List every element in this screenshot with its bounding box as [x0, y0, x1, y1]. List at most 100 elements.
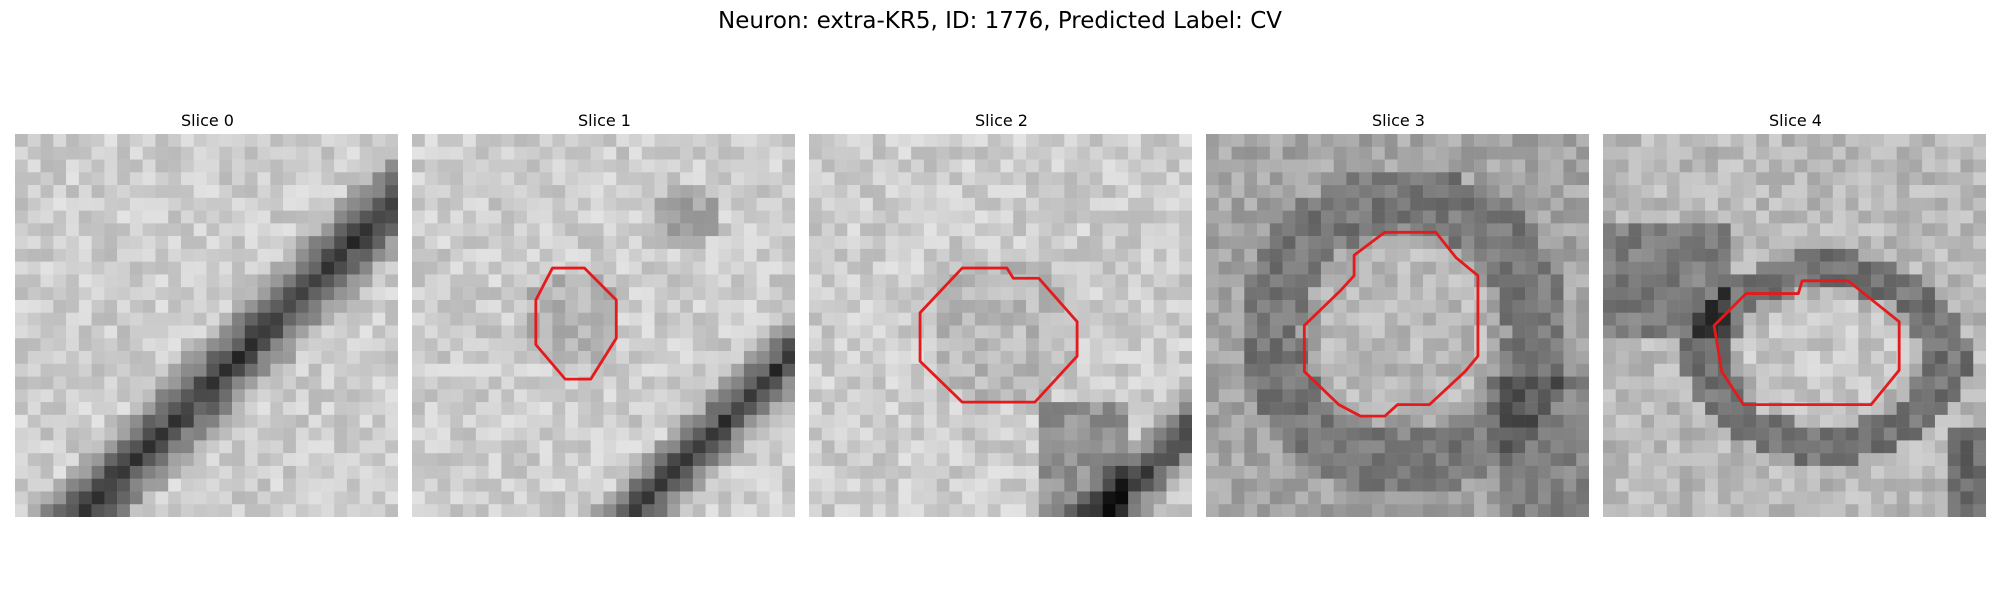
pixel: [1666, 287, 1680, 301]
pixel: [1128, 440, 1142, 454]
pixel: [1000, 414, 1014, 428]
pixel: [129, 134, 143, 148]
pixel: [1051, 185, 1065, 199]
pixel: [590, 236, 604, 250]
pixel: [385, 504, 398, 517]
pixel: [1576, 197, 1589, 211]
pixel: [962, 185, 976, 199]
pixel: [911, 389, 925, 403]
pixel: [1423, 478, 1437, 492]
pixel: [552, 465, 566, 479]
pixel: [641, 248, 655, 262]
pixel: [1947, 287, 1961, 301]
pixel: [232, 197, 246, 211]
pixel: [1705, 376, 1719, 390]
pixel: [385, 427, 398, 441]
pixel: [270, 185, 284, 199]
pixel: [1257, 363, 1271, 377]
pixel: [78, 197, 92, 211]
pixel: [463, 402, 477, 416]
pixel: [1038, 159, 1052, 173]
pixel: [27, 274, 41, 288]
pixel: [1807, 159, 1821, 173]
pixel: [40, 325, 54, 339]
pixel: [1064, 402, 1078, 416]
pixel: [1282, 274, 1296, 288]
pixel: [117, 299, 131, 313]
pixel: [270, 402, 284, 416]
pixel: [1026, 427, 1040, 441]
pixel: [616, 351, 630, 365]
pixel: [475, 197, 489, 211]
pixel: [15, 478, 29, 492]
pixel: [860, 210, 874, 224]
pixel: [1102, 453, 1116, 467]
pixel: [1603, 491, 1617, 505]
pixel: [1166, 210, 1180, 224]
pixel: [1346, 376, 1360, 390]
pixel: [911, 363, 925, 377]
pixel: [66, 299, 80, 313]
pixel: [463, 478, 477, 492]
pixel: [1077, 172, 1091, 186]
pixel: [705, 478, 719, 492]
pixel: [283, 402, 297, 416]
pixel: [590, 504, 604, 517]
pixel: [1909, 402, 1923, 416]
pixel: [193, 325, 207, 339]
pixel: [1089, 376, 1103, 390]
pixel: [1410, 427, 1424, 441]
pixel: [1371, 299, 1385, 313]
pixel: [809, 159, 823, 173]
pixel: [974, 159, 988, 173]
pixel: [756, 172, 770, 186]
pixel: [667, 363, 681, 377]
pixel: [1384, 287, 1398, 301]
pixel: [1666, 351, 1680, 365]
pixel: [577, 223, 591, 237]
pixel: [1730, 376, 1744, 390]
pixel: [667, 325, 681, 339]
pixel: [1115, 504, 1129, 517]
pixel: [168, 465, 182, 479]
pixel: [769, 440, 783, 454]
pixel: [1512, 414, 1526, 428]
pixel: [1153, 325, 1167, 339]
pixel: [692, 248, 706, 262]
pixel: [987, 440, 1001, 454]
pixel: [1013, 274, 1027, 288]
pixel: [743, 402, 757, 416]
pixel: [1038, 134, 1052, 148]
pixel: [526, 210, 540, 224]
pixel: [1550, 261, 1564, 275]
pixel: [1359, 261, 1373, 275]
pixel: [283, 376, 297, 390]
pixel: [1743, 363, 1757, 377]
pixel: [1435, 440, 1449, 454]
pixel: [244, 299, 258, 313]
pixel: [66, 223, 80, 237]
pixel: [782, 465, 795, 479]
pixel: [1563, 414, 1577, 428]
pixel: [1679, 414, 1693, 428]
pixel: [1896, 248, 1910, 262]
pixel: [1486, 453, 1500, 467]
pixel: [1371, 453, 1385, 467]
pixel: [142, 197, 156, 211]
pixel: [654, 325, 668, 339]
pixel: [936, 159, 950, 173]
pixel: [424, 274, 438, 288]
pixel: [1269, 185, 1283, 199]
pixel: [641, 414, 655, 428]
pixel: [1705, 338, 1719, 352]
pixel: [1115, 414, 1129, 428]
pixel: [1654, 223, 1668, 237]
pixel: [1206, 172, 1220, 186]
pixel: [577, 197, 591, 211]
pixel: [705, 172, 719, 186]
pixel: [756, 299, 770, 313]
pixel: [359, 299, 373, 313]
pixel: [834, 440, 848, 454]
pixel: [1115, 312, 1129, 326]
pixel: [206, 389, 220, 403]
